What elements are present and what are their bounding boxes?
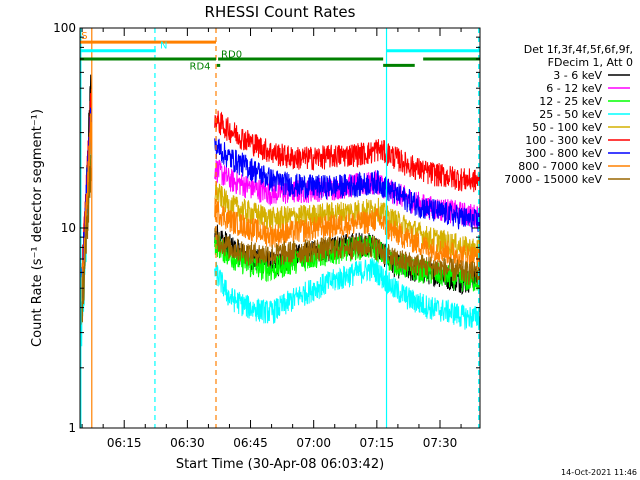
axis-layer: 06:15 06:30 06:45 07:00 07:15 07:30 1 10 100	[53, 21, 480, 450]
x-tick-label-2: 06:30	[170, 436, 205, 450]
legend-header-line-2: FDecim 1, Att 0	[548, 56, 633, 69]
legend-label-7: 300 - 800 keV	[525, 147, 602, 160]
legend-label-8: 800 - 7000 keV	[518, 160, 602, 173]
legend-label-5: 50 - 100 keV	[532, 121, 602, 134]
x-tick-label-6: 07:30	[423, 436, 458, 450]
chart-title: RHESSI Count Rates	[205, 3, 356, 21]
y-axis-label: Count Rate (s⁻¹ detector segment⁻¹)	[30, 109, 45, 347]
legend-header-line-1: Det 1f,3f,4f,5f,6f,9f,	[524, 43, 633, 56]
y-tick-label-2: 10	[61, 221, 76, 235]
flag-label-rd0: RD0	[221, 50, 242, 61]
legend-label-9: 7000 - 15000 keV	[504, 173, 602, 186]
legend-label-6: 100 - 300 keV	[525, 134, 602, 147]
legend-label-4: 25 - 50 keV	[539, 108, 602, 121]
x-tick-label-5: 07:15	[360, 436, 395, 450]
y-tick-label-1: 1	[68, 421, 76, 435]
flag-label-rd4: RD4	[190, 62, 211, 73]
legend-label-1: 3 - 6 keV	[553, 69, 602, 82]
y-tick-label-3: 100	[53, 21, 76, 35]
flag-label-s: S	[81, 31, 87, 42]
x-axis-label: Start Time (30-Apr-08 06:03:42)	[176, 457, 384, 472]
x-tick-label-3: 06:45	[233, 436, 268, 450]
series-layer	[80, 74, 480, 347]
series-line-9	[80, 154, 480, 325]
footer-timestamp: 14-Oct-2021 11:46	[561, 468, 637, 477]
legend-label-2: 6 - 12 keV	[546, 82, 602, 95]
legend-label-3: 12 - 25 keV	[539, 95, 602, 108]
x-tick-label-1: 06:15	[107, 436, 142, 450]
flag-layer: S N RD0 RD4	[80, 31, 480, 73]
flag-label-n: N	[160, 40, 167, 51]
x-tick-label-4: 07:00	[296, 436, 331, 450]
legend: Det 1f,3f,4f,5f,6f,9f, FDecim 1, Att 0 3…	[504, 43, 633, 186]
